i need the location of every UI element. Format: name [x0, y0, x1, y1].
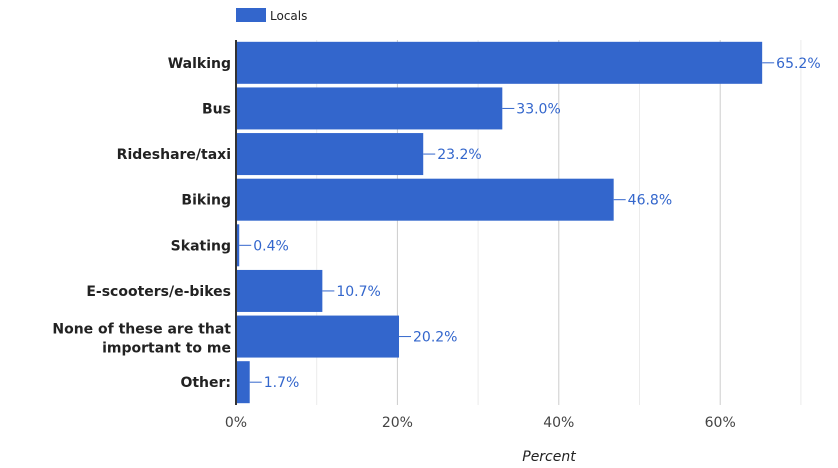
data-label: 1.7% — [264, 375, 300, 391]
x-tick-labels: 0% 20% 40% 60% — [225, 415, 736, 431]
bar[interactable] — [236, 315, 400, 358]
x-tick-label: 40% — [543, 415, 574, 431]
bar[interactable] — [236, 269, 323, 312]
bar[interactable] — [236, 224, 240, 267]
data-label: 33.0% — [516, 101, 560, 117]
data-label: 23.2% — [437, 147, 481, 163]
bar[interactable] — [236, 41, 763, 84]
x-tick-label: 0% — [225, 415, 247, 431]
data-labels: 65.2% 33.0% 23.2% 46.8% 0.4% 10.7% 20.2% 1.7% — [239, 56, 821, 391]
category-label: None of these are that important to me — [52, 322, 231, 357]
bar[interactable] — [236, 133, 424, 176]
category-label: Bus — [202, 101, 231, 117]
category-label: Rideshare/taxi — [117, 147, 231, 163]
data-label: 0.4% — [253, 238, 289, 254]
category-label: Walking — [168, 56, 231, 72]
bar[interactable] — [236, 361, 250, 404]
category-label: Skating — [171, 238, 231, 254]
x-axis-title: Percent — [522, 449, 576, 465]
x-tick-label: 20% — [382, 415, 413, 431]
category-label: E-scooters/e-bikes — [86, 284, 231, 300]
x-tick-label: 60% — [705, 415, 736, 431]
bars — [236, 41, 763, 404]
data-label: 65.2% — [776, 56, 820, 72]
data-label: 46.8% — [628, 193, 672, 209]
category-label: Biking — [181, 193, 231, 209]
legend-swatch-locals — [236, 8, 266, 22]
data-label: 20.2% — [413, 330, 457, 346]
bar[interactable] — [236, 87, 503, 130]
data-label: 10.7% — [336, 284, 380, 300]
category-label: Other: — [180, 375, 231, 391]
legend: Locals — [236, 8, 307, 23]
category-labels: Walking Bus Rideshare/taxi Biking Skating E-s… — [52, 56, 231, 391]
legend-label-locals: Locals — [270, 9, 307, 23]
bar[interactable] — [236, 178, 614, 221]
